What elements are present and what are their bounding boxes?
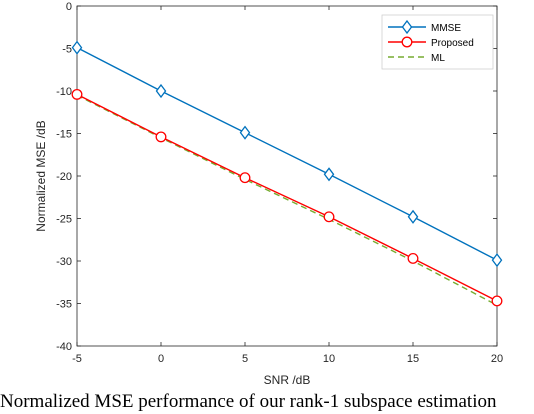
x-tick-label: 20 (491, 353, 503, 365)
series-line-ml (76, 94, 498, 306)
y-tick-label: -25 (56, 214, 72, 226)
data-point-proposed (71, 88, 83, 100)
data-point-proposed (407, 253, 419, 264)
series-line-proposed (76, 93, 498, 302)
series-layer (71, 40, 503, 307)
x-tick-label: -5 (72, 353, 82, 365)
legend-marker-mmse (401, 19, 413, 35)
series-mmse (71, 40, 503, 268)
y-tick-label: -15 (56, 129, 72, 141)
data-point-proposed (239, 172, 251, 184)
y-tick-label: -20 (56, 171, 72, 183)
legend-label-proposed: Proposed (431, 38, 474, 49)
y-axis-ticks: 0 -5 -10 -15 -20 -25 -30 -35 -40 (56, 1, 497, 353)
y-tick-label: -30 (56, 256, 72, 268)
legend-label-ml: ML (431, 53, 445, 64)
data-point-mmse (323, 167, 335, 182)
y-tick-label: -40 (56, 341, 72, 353)
y-tick-label: -5 (62, 44, 72, 56)
legend-label-mmse: MMSE (431, 23, 461, 34)
series-ml (76, 94, 498, 306)
x-axis-ticks: -5 0 5 10 15 20 (72, 6, 503, 365)
data-point-mmse (239, 125, 251, 140)
data-point-mmse (155, 83, 167, 99)
data-point-mmse (491, 253, 503, 268)
x-tick-label: 15 (407, 353, 419, 365)
x-tick-label: 0 (158, 353, 164, 365)
y-tick-label: 0 (66, 1, 72, 13)
legend-marker-proposed (401, 36, 413, 48)
x-axis-label: SNR /dB (264, 373, 311, 387)
line-chart: 0 -5 -10 -15 -20 -25 -30 -35 -40 -5 0 5 10 15 20 SNR … (34, 1, 503, 387)
x-tick-label: 5 (242, 353, 248, 365)
series-proposed (71, 88, 503, 307)
data-point-proposed (323, 211, 335, 223)
data-point-mmse (407, 209, 419, 224)
data-point-proposed (155, 131, 167, 143)
legend: MMSE Proposed ML (381, 14, 494, 70)
x-tick-label: 10 (323, 353, 335, 365)
y-tick-label: -35 (56, 299, 72, 311)
y-tick-label: -10 (56, 86, 72, 98)
series-line-mmse (76, 47, 498, 261)
figure-caption: Normalized MSE performance of our rank-1… (0, 391, 497, 412)
data-point-proposed (491, 295, 503, 307)
y-axis-label: Normalized MSE /dB (34, 120, 48, 231)
data-point-mmse (71, 40, 83, 55)
